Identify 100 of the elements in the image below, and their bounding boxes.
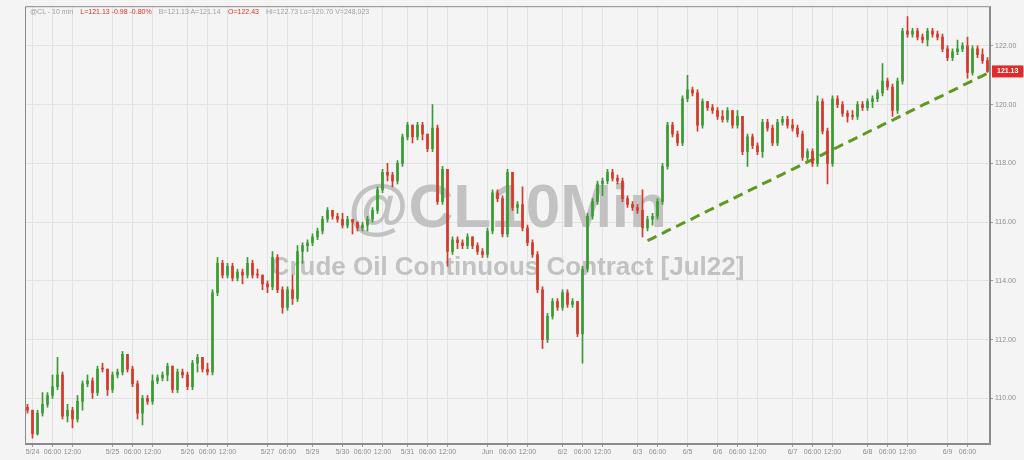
candlestick: [971, 45, 974, 76]
candlestick: [51, 374, 54, 399]
candlestick: [876, 89, 879, 103]
candlestick: [671, 121, 674, 138]
candlestick: [541, 286, 544, 349]
candlestick: [846, 110, 849, 123]
candlestick: [96, 365, 99, 396]
candlestick: [736, 110, 739, 129]
candlestick: [911, 27, 914, 38]
candlestick: [916, 27, 919, 41]
candlestick: [821, 98, 824, 135]
candlestick: [41, 392, 44, 417]
candlestick: [116, 368, 119, 379]
candlestick: [186, 371, 189, 390]
candlestick: [561, 289, 564, 311]
candlestick: [791, 118, 794, 132]
candlestick: [576, 301, 579, 338]
candlestick: [311, 233, 314, 246]
candlestick: [416, 121, 419, 141]
candlestick: [841, 101, 844, 117]
candlestick: [211, 289, 214, 376]
candlestick: [796, 124, 799, 138]
candlestick: [281, 286, 284, 314]
candlestick: [81, 380, 84, 411]
candlestick: [891, 83, 894, 117]
candlestick: [26, 404, 29, 414]
candlestick: [316, 227, 319, 241]
candlestick: [291, 274, 294, 305]
candlestick: [431, 104, 434, 152]
candlestick: [941, 33, 944, 53]
candlestick: [751, 133, 754, 150]
candlestick: [246, 257, 249, 279]
candlestick: [881, 63, 884, 97]
candlestick: [201, 356, 204, 373]
candlestick: [236, 268, 239, 282]
candlestick: [546, 312, 549, 343]
candlestick: [806, 148, 809, 161]
candlestick: [851, 110, 854, 120]
candlestick: [56, 356, 59, 390]
candlestick: [816, 95, 819, 167]
candlestick: [706, 101, 709, 111]
candlestick: [801, 130, 804, 161]
candlestick: [721, 110, 724, 123]
candlestick: [766, 118, 769, 132]
candlestick: [206, 362, 209, 376]
candlestick: [741, 116, 744, 155]
candlestick: [986, 57, 989, 73]
candlestick: [46, 392, 49, 408]
candlestick: [676, 130, 679, 147]
candlestick: [666, 121, 669, 170]
candlestick: [716, 107, 719, 120]
candlestick: [136, 380, 139, 420]
candlestick: [126, 354, 129, 373]
candlestick: [896, 77, 899, 114]
candlestick: [811, 148, 814, 167]
candlestick: [331, 210, 334, 220]
candlestick: [76, 395, 79, 423]
candlestick: [36, 409, 39, 436]
candlestick: [111, 371, 114, 393]
candlestick: [711, 104, 714, 114]
candlestick: [946, 45, 949, 61]
candlestick: [406, 121, 409, 141]
candlestick: [781, 116, 784, 126]
candlestick: [226, 262, 229, 279]
candlestick: [956, 39, 959, 56]
candlestick: [321, 215, 324, 235]
candlestick: [871, 95, 874, 108]
candlestick: [31, 409, 34, 439]
candlestick: [831, 95, 834, 167]
candlestick: [411, 124, 414, 144]
candlestick: [551, 298, 554, 320]
candlestick: [856, 101, 859, 120]
candlestick: [976, 45, 979, 58]
candlestick: [906, 16, 909, 38]
candlestick: [921, 33, 924, 44]
candlestick: [196, 354, 199, 373]
candlestick: [756, 142, 759, 155]
candlestick: [401, 133, 404, 167]
candlestick: [691, 86, 694, 97]
candlestick: [926, 27, 929, 47]
candlestick: [336, 213, 339, 223]
candlestick: [341, 213, 344, 229]
candlestick: [131, 365, 134, 388]
candlestick: [966, 36, 969, 79]
candlestick: [861, 101, 864, 111]
candlestick: [731, 110, 734, 129]
candlestick: [171, 365, 174, 393]
candlestick: [181, 368, 184, 379]
candlestick: [151, 374, 154, 405]
candlestick: [221, 260, 224, 279]
candlestick: [866, 98, 869, 111]
candlestick: [696, 89, 699, 132]
candlestick: [461, 239, 464, 249]
candlestick: [566, 289, 569, 308]
candlestick: [786, 116, 789, 129]
candlestick: [931, 27, 934, 38]
candlestick: [761, 118, 764, 158]
candlestick: [91, 377, 94, 399]
candlestick: [191, 359, 194, 390]
candlestick: [66, 404, 69, 423]
